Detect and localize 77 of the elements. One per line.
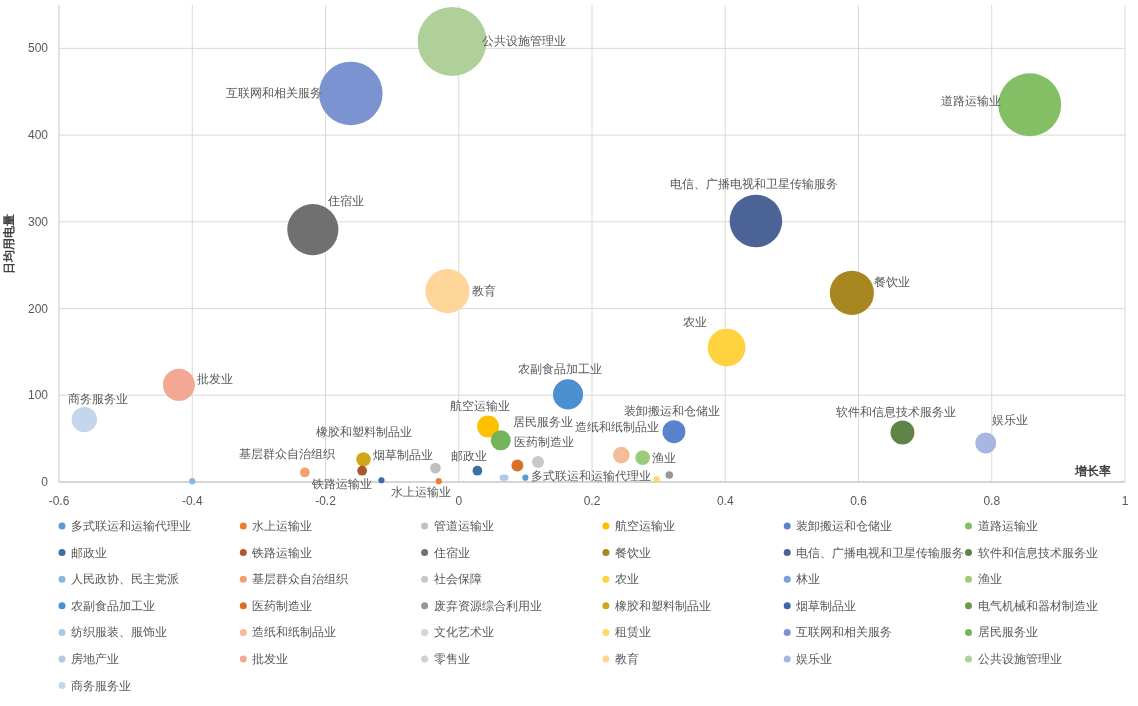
- data-label: 渔业: [651, 450, 676, 465]
- x-tick-label: -0.6: [48, 494, 70, 508]
- legend-label: 电信、广播电视和卫星传输服务: [796, 545, 965, 560]
- data-label: 邮政业: [451, 448, 488, 463]
- legend-label: 水上运输业: [252, 519, 313, 533]
- legend-label: 电气机械和器材制造业: [977, 598, 1098, 613]
- data-label: 商务服务业: [68, 391, 129, 406]
- data-label: 造纸和纸制品业: [575, 420, 660, 435]
- y-tick-label: 200: [27, 301, 48, 316]
- data-label: 教育: [472, 284, 497, 299]
- data-label: 居民服务业: [512, 415, 573, 430]
- data-label: 医药制造业: [514, 434, 575, 449]
- legend-label: 纺织服装、服饰业: [71, 625, 167, 640]
- data-label: 多式联运和运输代理业: [531, 468, 652, 483]
- legend-label: 渔业: [977, 572, 1002, 587]
- data-label: 装卸搬运和仓储业: [623, 403, 720, 418]
- y-tick-label: 500: [27, 41, 48, 56]
- x-tick-label: 0.8: [983, 494, 1001, 508]
- legend-label: 管道运输业: [433, 519, 494, 533]
- x-tick-label: -0.2: [315, 494, 336, 508]
- x-tick-label: 0: [455, 494, 463, 508]
- legend-label: 零售业: [433, 652, 470, 666]
- legend-label: 医药制造业: [252, 598, 313, 613]
- legend-label: 农副食品加工业: [71, 598, 155, 613]
- legend-label: 道路运输业: [977, 519, 1038, 533]
- legend-label: 软件和信息技术服务业: [977, 545, 1098, 560]
- data-label: 基层群众自治组织: [238, 447, 335, 462]
- y-tick-label: 400: [27, 128, 48, 143]
- data-label: 餐饮业: [873, 274, 910, 289]
- y-tick-label: 100: [27, 388, 48, 403]
- data-label: 软件和信息技术服务业: [836, 404, 957, 419]
- y-tick-label: 0: [41, 475, 48, 489]
- legend-label: 批发业: [252, 652, 289, 666]
- legend-label: 邮政业: [71, 545, 107, 560]
- legend-label: 房地产业: [71, 652, 119, 666]
- legend-label: 铁路运输业: [252, 545, 313, 560]
- y-tick-label: 300: [27, 214, 48, 229]
- data-label: 烟草制品业: [372, 447, 433, 462]
- x-tick-label: 0.4: [716, 494, 734, 508]
- legend-label: 餐饮业: [614, 545, 651, 560]
- legend-label: 橡胶和塑料制品业: [614, 598, 711, 613]
- legend-label: 多式联运和运输代理业: [71, 519, 191, 533]
- data-label: 农业: [682, 314, 707, 329]
- x-tick-label: 1: [1121, 494, 1129, 508]
- data-label: 航空运输业: [450, 399, 511, 414]
- legend-label: 农业: [614, 572, 639, 587]
- legend-label: 商务服务业: [71, 678, 131, 693]
- x-axis-title: 增长率: [1075, 464, 1111, 478]
- data-label: 住宿业: [327, 193, 364, 208]
- data-label: 娱乐业: [991, 412, 1028, 427]
- legend-label: 社会保障: [433, 572, 482, 587]
- legend-label: 造纸和纸制品业: [252, 625, 337, 640]
- legend-label: 烟草制品业: [796, 598, 857, 613]
- legend-label: 互联网和相关服务: [796, 625, 893, 640]
- legend-label: 航空运输业: [614, 519, 675, 533]
- x-tick-label: -0.4: [181, 494, 203, 508]
- legend-label: 教育: [614, 652, 639, 666]
- data-label: 农副食品加工业: [518, 362, 602, 377]
- legend-label: 林业: [796, 572, 821, 587]
- data-label: 批发业: [196, 371, 233, 386]
- legend-label: 公共设施管理业: [977, 652, 1062, 666]
- legend-label: 基层群众自治组织: [252, 572, 349, 587]
- legend-label: 租赁业: [614, 625, 651, 640]
- x-tick-label: 0.2: [583, 494, 601, 508]
- legend-label: 住宿业: [433, 545, 470, 560]
- legend-label: 废弃资源综合利用业: [433, 598, 542, 613]
- data-label: 电信、广播电视和卫星传输服务: [669, 176, 838, 191]
- x-tick-label: 0.6: [850, 494, 867, 508]
- legend-label: 文化艺术业: [433, 625, 494, 640]
- legend-label: 人民政协、民主党派: [71, 572, 179, 587]
- data-label: 橡胶和塑料制品业: [316, 424, 413, 439]
- data-label: 铁路运输业: [312, 477, 373, 492]
- y-axis-title: 日均用电量: [2, 213, 16, 274]
- legend-label: 娱乐业: [796, 652, 833, 666]
- legend-label: 居民服务业: [977, 625, 1038, 640]
- legend-label: 装卸搬运和仓储业: [796, 519, 893, 533]
- data-label: 水上运输业: [390, 485, 451, 500]
